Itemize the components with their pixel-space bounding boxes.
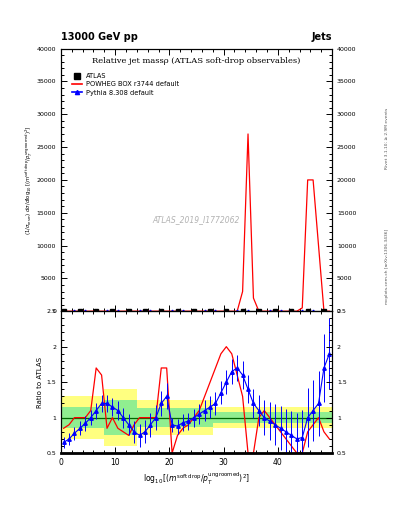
Text: 13000 GeV pp: 13000 GeV pp — [61, 32, 138, 42]
Y-axis label: $(1/\sigma_{\rm resm})\ d\sigma/d\log_{10}[(m^{\rm soft\,drop}/p_T^{\rm ungroome: $(1/\sigma_{\rm resm})\ d\sigma/d\log_{1… — [24, 125, 35, 234]
Legend: ATLAS, POWHEG BOX r3744 default, Pythia 8.308 default: ATLAS, POWHEG BOX r3744 default, Pythia … — [70, 70, 182, 98]
Text: Relative jet massρ (ATLAS soft-drop observables): Relative jet massρ (ATLAS soft-drop obse… — [92, 56, 301, 65]
Text: Jets: Jets — [312, 32, 332, 42]
Y-axis label: Ratio to ATLAS: Ratio to ATLAS — [37, 357, 43, 408]
Text: mcplots.cern.ch [arXiv:1306.3436]: mcplots.cern.ch [arXiv:1306.3436] — [385, 229, 389, 304]
Text: ATLAS_2019_I1772062: ATLAS_2019_I1772062 — [153, 215, 240, 224]
Text: Rivet 3.1.10; ≥ 2.9M events: Rivet 3.1.10; ≥ 2.9M events — [385, 108, 389, 169]
X-axis label: $\log_{10}[(m^{\rm soft\,drop}/p_T^{\rm ungroomed})^2]$: $\log_{10}[(m^{\rm soft\,drop}/p_T^{\rm … — [143, 471, 250, 487]
